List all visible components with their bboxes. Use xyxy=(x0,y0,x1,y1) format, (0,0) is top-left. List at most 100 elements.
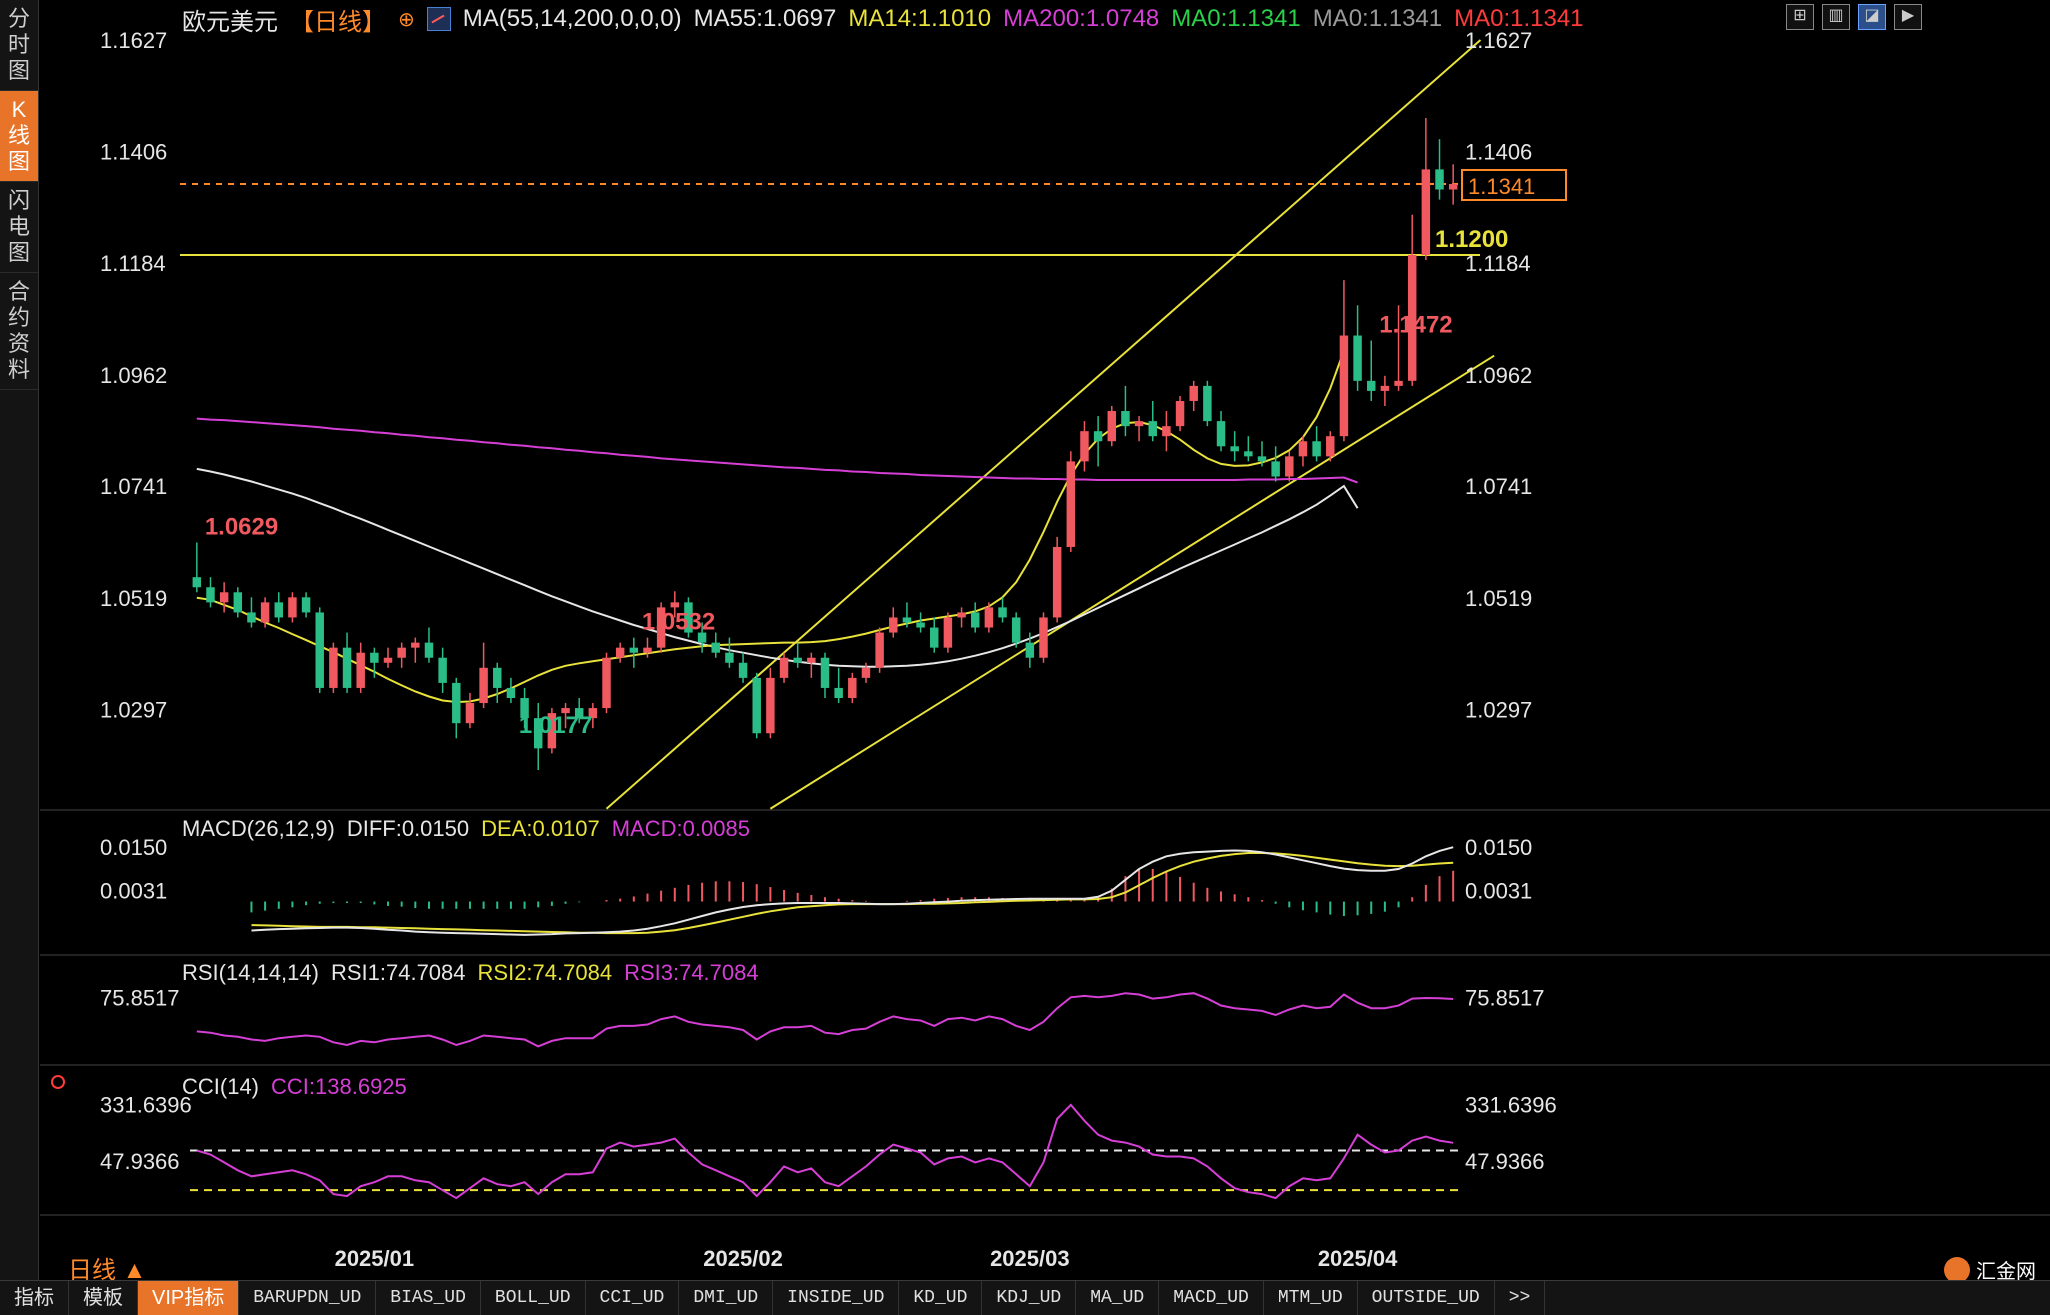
candle[interactable] xyxy=(1066,451,1076,553)
candle[interactable] xyxy=(984,602,994,633)
sidebar-tab-2[interactable]: 闪电图 xyxy=(0,182,38,273)
candle[interactable] xyxy=(793,642,802,668)
candle[interactable] xyxy=(465,692,475,729)
sun-settings-icon[interactable] xyxy=(51,1075,65,1089)
candle[interactable] xyxy=(1162,411,1171,452)
candle[interactable] xyxy=(479,642,488,709)
candle[interactable] xyxy=(1134,416,1144,442)
candle[interactable] xyxy=(588,703,598,729)
candle[interactable] xyxy=(561,703,570,729)
candle[interactable] xyxy=(547,708,557,754)
bottom-tab-mtm-ud[interactable]: MTM_UD xyxy=(1264,1281,1358,1315)
candle[interactable] xyxy=(219,582,229,613)
candle[interactable] xyxy=(301,592,311,618)
candle[interactable] xyxy=(1052,536,1062,623)
candle[interactable] xyxy=(411,637,420,663)
candle[interactable] xyxy=(1448,164,1458,205)
chart-area[interactable]: 1.1200 1.0629 1.0532 1.0177 1.1472 1.1341 1.16… xyxy=(40,0,2050,1280)
candle[interactable] xyxy=(506,677,516,704)
candle[interactable] xyxy=(260,597,270,628)
bottom-tab--[interactable]: 模板 xyxy=(69,1281,138,1315)
candle[interactable] xyxy=(1025,632,1035,668)
candle[interactable] xyxy=(1394,305,1403,391)
crosshair-icon[interactable]: ⊕ xyxy=(398,8,415,31)
bottom-tab--[interactable]: 指标 xyxy=(0,1281,69,1315)
candle[interactable] xyxy=(820,652,830,699)
bottom-tab-outside-ud[interactable]: OUTSIDE_UD xyxy=(1358,1281,1495,1315)
candle[interactable] xyxy=(752,672,761,739)
candle[interactable] xyxy=(1107,406,1117,447)
candle[interactable] xyxy=(574,698,584,724)
candle[interactable] xyxy=(861,662,871,683)
bottom-tab-barupdn-ud[interactable]: BARUPDN_UD xyxy=(239,1281,377,1315)
candle[interactable] xyxy=(1285,451,1294,482)
bottom-tab-vip-[interactable]: VIP指标 xyxy=(138,1281,240,1315)
candle[interactable] xyxy=(329,642,338,693)
bottom-tab-dmi-ud[interactable]: DMI_UD xyxy=(679,1281,774,1315)
bottom-tab-cci-ud[interactable]: CCI_UD xyxy=(586,1281,680,1315)
candle[interactable] xyxy=(1326,431,1335,462)
candle[interactable] xyxy=(356,642,365,693)
candle[interactable] xyxy=(1312,426,1321,462)
chart-svg[interactable]: 1.12001.06291.05321.01771.14721.13411.16… xyxy=(40,0,2050,1280)
candle[interactable] xyxy=(1189,380,1198,412)
candle[interactable] xyxy=(766,667,775,739)
candle[interactable] xyxy=(206,577,215,608)
candle[interactable] xyxy=(602,652,611,714)
candle[interactable] xyxy=(1093,416,1103,467)
indicator-chart-icon[interactable] xyxy=(426,7,451,31)
grid-icon[interactable]: ⊞ xyxy=(1786,4,1814,30)
candle[interactable] xyxy=(998,597,1007,623)
candle[interactable] xyxy=(533,703,543,770)
candle[interactable] xyxy=(1039,612,1048,663)
candle[interactable] xyxy=(957,607,966,628)
candle[interactable] xyxy=(1175,395,1185,432)
candle[interactable] xyxy=(288,592,297,623)
candle[interactable] xyxy=(1257,441,1267,467)
candle[interactable] xyxy=(1380,375,1390,407)
candle[interactable] xyxy=(383,647,393,668)
candle[interactable] xyxy=(1230,431,1239,462)
candle[interactable] xyxy=(615,642,625,663)
candle[interactable] xyxy=(725,637,734,668)
candle[interactable] xyxy=(1244,436,1253,462)
candle[interactable] xyxy=(342,632,352,693)
candle[interactable] xyxy=(438,647,447,693)
sidebar-tab-3[interactable]: 合约资料 xyxy=(0,273,38,390)
period-selector[interactable]: 日线 ▲ xyxy=(68,1257,147,1284)
candle[interactable] xyxy=(670,591,680,618)
candle[interactable] xyxy=(1148,400,1157,442)
candle[interactable] xyxy=(930,617,939,653)
bottom-tab-kdj-ud[interactable]: KDJ_UD xyxy=(982,1281,1077,1315)
bottom-tab-inside-ud[interactable]: INSIDE_UD xyxy=(773,1281,900,1315)
candle[interactable] xyxy=(684,597,693,638)
candle[interactable] xyxy=(738,652,748,683)
candle[interactable] xyxy=(902,602,912,628)
candle[interactable] xyxy=(916,612,925,633)
candle[interactable] xyxy=(1407,214,1417,386)
candle[interactable] xyxy=(1421,118,1431,261)
candle[interactable] xyxy=(1271,446,1280,482)
forward-icon[interactable]: ▶ xyxy=(1894,4,1922,30)
candle[interactable] xyxy=(848,672,857,704)
sidebar-tab-0[interactable]: 分时图 xyxy=(0,0,38,91)
candle[interactable] xyxy=(711,632,720,658)
trend-channel-line-0[interactable] xyxy=(605,39,1482,810)
candle[interactable] xyxy=(1080,421,1089,472)
bottom-tab-macd-ud[interactable]: MACD_UD xyxy=(1159,1281,1264,1315)
candle[interactable] xyxy=(807,652,816,678)
candle[interactable] xyxy=(643,637,652,658)
candle[interactable] xyxy=(697,622,707,653)
candle[interactable] xyxy=(233,587,243,618)
candle[interactable] xyxy=(247,597,256,628)
bars-icon[interactable]: ▥ xyxy=(1822,4,1850,30)
candle[interactable] xyxy=(274,592,283,623)
candle[interactable] xyxy=(970,602,980,633)
candle[interactable] xyxy=(629,637,639,668)
candle[interactable] xyxy=(192,542,202,593)
candle[interactable] xyxy=(493,662,502,704)
candle[interactable] xyxy=(889,607,898,638)
candle[interactable] xyxy=(452,677,461,739)
timeframe-label[interactable]: 【日线】 xyxy=(290,8,386,36)
candle[interactable] xyxy=(424,627,434,663)
